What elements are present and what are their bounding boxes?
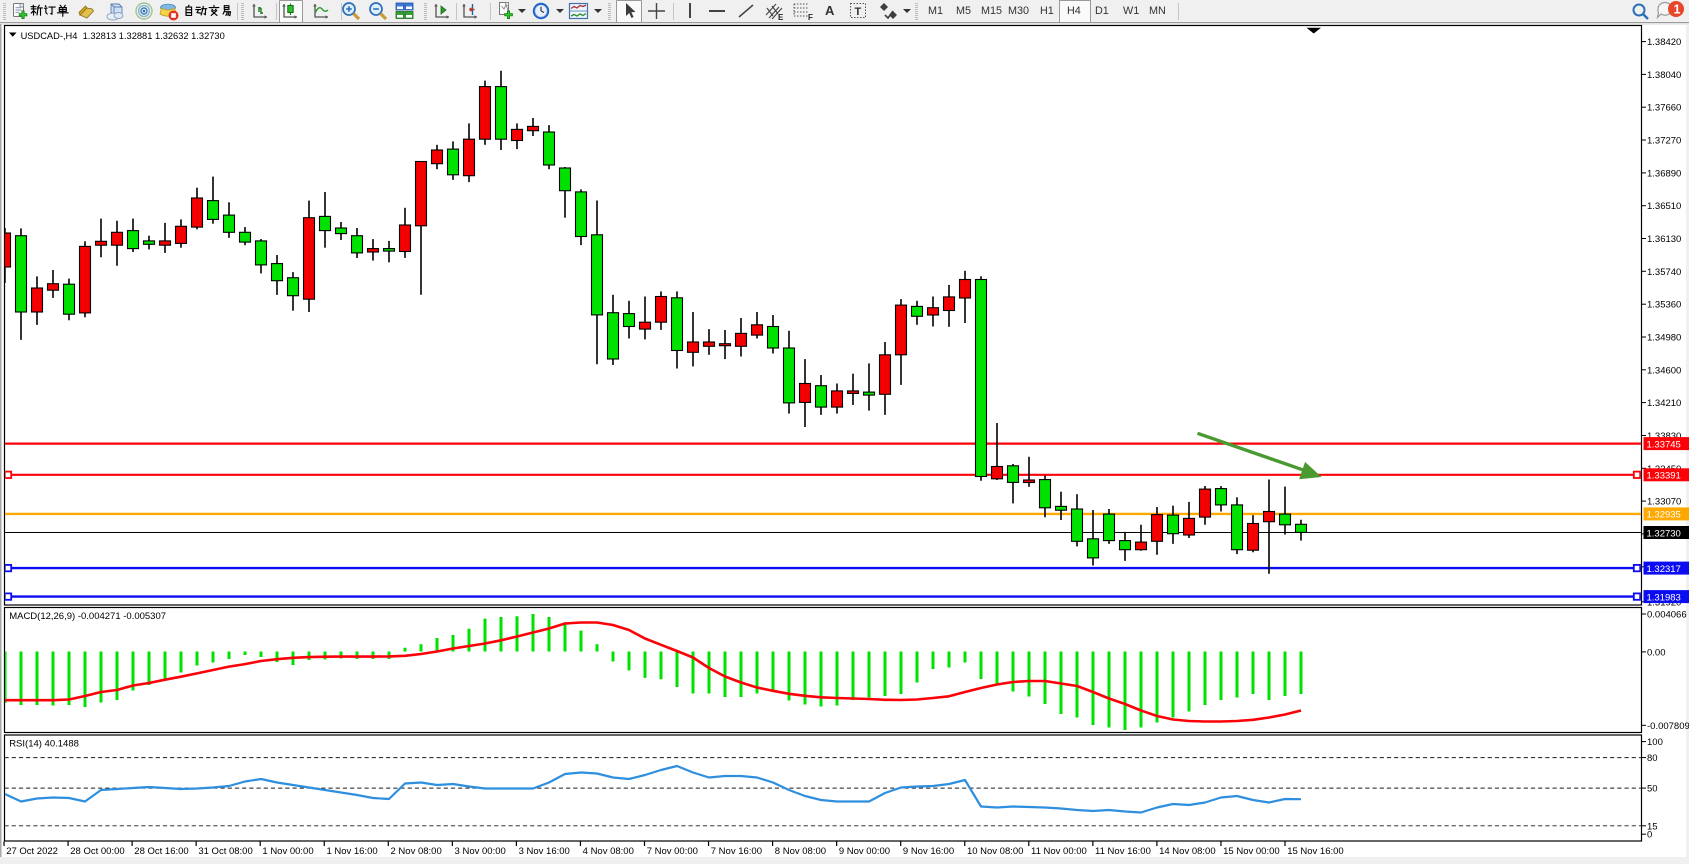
svg-text:1 Nov 16:00: 1 Nov 16:00 [326,846,377,857]
svg-text:1: 1 [1674,3,1681,17]
svg-text:28 Oct 16:00: 28 Oct 16:00 [134,846,188,857]
svg-text:3 Nov 00:00: 3 Nov 00:00 [455,846,506,857]
svg-text:31 Oct 08:00: 31 Oct 08:00 [198,846,252,857]
svg-text:15 Nov 00:00: 15 Nov 00:00 [1223,846,1280,857]
svg-text:RSI(14) 40.1488: RSI(14) 40.1488 [9,739,79,750]
svg-text:2 Nov 08:00: 2 Nov 08:00 [391,846,442,857]
svg-text:10 Nov 08:00: 10 Nov 08:00 [967,846,1024,857]
svg-text:MACD(12,26,9) -0.004271 -0.005: MACD(12,26,9) -0.004271 -0.005307 [9,611,166,622]
svg-text:1.37660: 1.37660 [1647,103,1681,114]
svg-text:1.36130: 1.36130 [1647,234,1681,245]
svg-text:1.32935: 1.32935 [1647,510,1681,521]
svg-text:T: T [855,6,862,18]
svg-text:4 Nov 08:00: 4 Nov 08:00 [583,846,634,857]
svg-text:80: 80 [1647,753,1658,764]
svg-text:8 Nov 08:00: 8 Nov 08:00 [775,846,826,857]
svg-text:1.33745: 1.33745 [1647,439,1681,450]
svg-text:1.34210: 1.34210 [1647,398,1681,409]
svg-text:9 Nov 16:00: 9 Nov 16:00 [903,846,954,857]
svg-text:1.33070: 1.33070 [1647,497,1681,508]
svg-text:E: E [778,13,784,21]
svg-text:1.38040: 1.38040 [1647,70,1681,81]
svg-text:1.34600: 1.34600 [1647,365,1681,376]
svg-text:1.35360: 1.35360 [1647,300,1681,311]
svg-text:7 Nov 16:00: 7 Nov 16:00 [711,846,762,857]
svg-text:50: 50 [1647,784,1658,795]
svg-text:0: 0 [1647,830,1652,841]
svg-text:1 Nov 00:00: 1 Nov 00:00 [262,846,313,857]
svg-text:100: 100 [1647,737,1663,748]
svg-text:-0.007809: -0.007809 [1647,721,1689,732]
svg-text:1.33391: 1.33391 [1647,471,1681,482]
svg-text:1.32317: 1.32317 [1647,564,1681,575]
svg-text:USDCAD-,H4 1.32813 1.32881 1.: USDCAD-,H4 1.32813 1.32881 1.32632 1.327… [21,31,225,41]
svg-text:27 Oct 2022: 27 Oct 2022 [6,846,58,857]
svg-text:28 Oct 00:00: 28 Oct 00:00 [70,846,124,857]
svg-text:1.38420: 1.38420 [1647,37,1681,48]
svg-text:11 Nov 00:00: 11 Nov 00:00 [1031,846,1087,857]
svg-text:14 Nov 08:00: 14 Nov 08:00 [1159,846,1216,857]
svg-text:15: 15 [1647,821,1658,832]
svg-text:3 Nov 16:00: 3 Nov 16:00 [519,846,570,857]
svg-text:9 Nov 00:00: 9 Nov 00:00 [839,846,890,857]
svg-text:F: F [808,13,813,21]
svg-text:1.36510: 1.36510 [1647,201,1681,212]
svg-text:1.32730: 1.32730 [1647,528,1681,539]
svg-text:11 Nov 16:00: 11 Nov 16:00 [1095,846,1151,857]
svg-text:1.36890: 1.36890 [1647,168,1681,179]
svg-text:1.31983: 1.31983 [1647,592,1681,603]
svg-text:7 Nov 00:00: 7 Nov 00:00 [647,846,698,857]
svg-text:1.33830: 1.33830 [1647,431,1681,442]
svg-text:1.35740: 1.35740 [1647,267,1681,278]
svg-text:1.37270: 1.37270 [1647,136,1681,147]
svg-text:15 Nov 16:00: 15 Nov 16:00 [1287,846,1344,857]
svg-text:0.00: 0.00 [1647,647,1666,658]
svg-text:1.34980: 1.34980 [1647,333,1681,344]
svg-text:0.004066: 0.004066 [1647,610,1687,621]
